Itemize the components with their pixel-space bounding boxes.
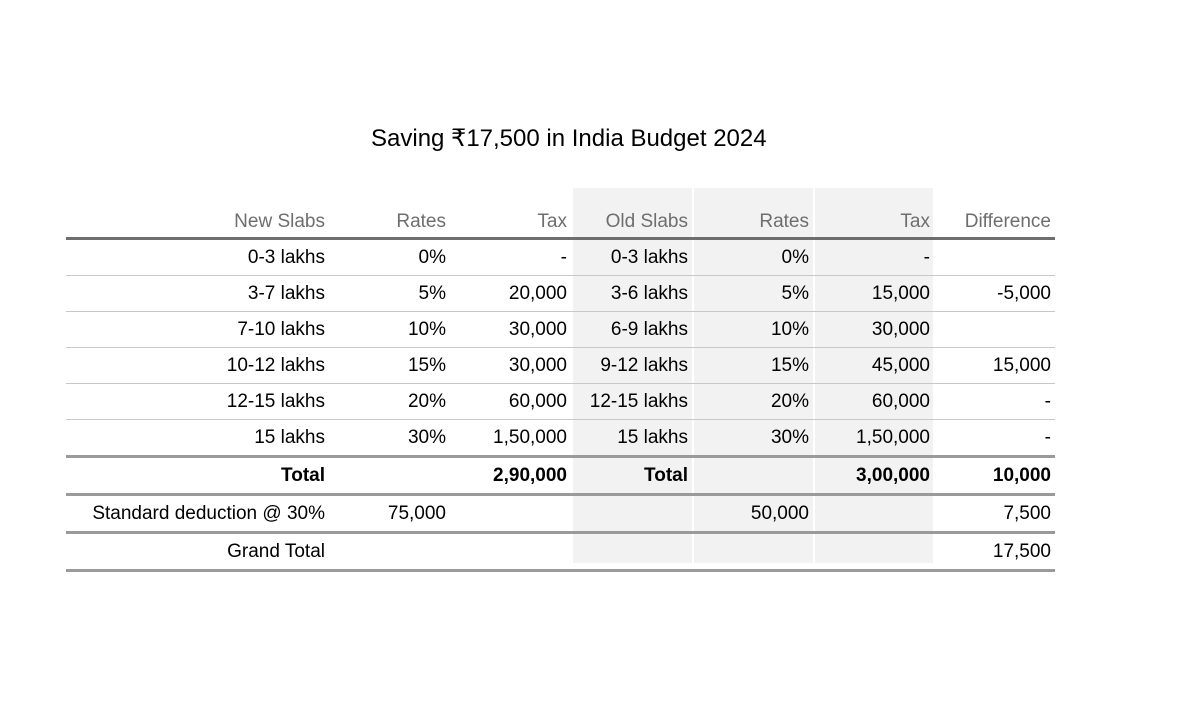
total-row: Total 2,90,000 Total 3,00,000 10,000 <box>66 456 1055 496</box>
cell-new-rate: 30% <box>329 419 450 458</box>
table-row: 15 lakhs 30% 1,50,000 15 lakhs 30% 1,50,… <box>66 419 1055 458</box>
table-title: Saving ₹17,500 in India Budget 2024 <box>371 125 767 152</box>
cell-old-slab: 3-6 lakhs <box>571 275 692 312</box>
cell-new-slab: 0-3 lakhs <box>66 238 329 276</box>
standard-deduction-empty-3 <box>813 494 934 534</box>
total-rate-new <box>329 456 450 496</box>
grand-total-empty-2 <box>450 532 571 572</box>
cell-old-tax: 60,000 <box>813 383 934 420</box>
cell-new-rate: 0% <box>329 238 450 276</box>
cell-old-slab: 15 lakhs <box>571 419 692 458</box>
header-new-tax: Tax <box>450 199 571 240</box>
cell-old-tax: - <box>813 238 934 276</box>
cell-difference: - <box>934 383 1055 420</box>
cell-new-tax: 30,000 <box>450 347 571 384</box>
cell-old-rate: 5% <box>692 275 813 312</box>
grand-total-empty-1 <box>329 532 450 572</box>
cell-old-tax: 15,000 <box>813 275 934 312</box>
cell-difference: -5,000 <box>934 275 1055 312</box>
header-old-tax: Tax <box>813 199 934 240</box>
standard-deduction-difference: 7,500 <box>934 494 1055 534</box>
cell-old-slab: 9-12 lakhs <box>571 347 692 384</box>
cell-old-slab: 6-9 lakhs <box>571 311 692 348</box>
header-new-slabs: New Slabs <box>66 199 329 240</box>
total-label-new: Total <box>66 456 329 496</box>
header-old-slabs: Old Slabs <box>571 199 692 240</box>
cell-old-tax: 30,000 <box>813 311 934 348</box>
standard-deduction-label: Standard deduction @ 30% <box>66 494 329 534</box>
grand-total-row: Grand Total 17,500 <box>66 532 1055 572</box>
standard-deduction-row: Standard deduction @ 30% 75,000 50,000 7… <box>66 494 1055 534</box>
table-row: 12-15 lakhs 20% 60,000 12-15 lakhs 20% 6… <box>66 383 1055 420</box>
standard-deduction-new: 75,000 <box>329 494 450 534</box>
grand-total-empty-3 <box>571 532 692 572</box>
header-row: New Slabs Rates Tax Old Slabs Rates Tax … <box>66 199 1055 240</box>
table-row: 10-12 lakhs 15% 30,000 9-12 lakhs 15% 45… <box>66 347 1055 384</box>
cell-new-slab: 3-7 lakhs <box>66 275 329 312</box>
cell-new-tax: 30,000 <box>450 311 571 348</box>
cell-new-slab: 10-12 lakhs <box>66 347 329 384</box>
cell-new-tax: - <box>450 238 571 276</box>
cell-new-slab: 12-15 lakhs <box>66 383 329 420</box>
cell-new-rate: 15% <box>329 347 450 384</box>
cell-new-rate: 10% <box>329 311 450 348</box>
cell-old-rate: 0% <box>692 238 813 276</box>
cell-new-tax: 60,000 <box>450 383 571 420</box>
cell-old-rate: 30% <box>692 419 813 458</box>
total-label-old: Total <box>571 456 692 496</box>
grand-total-label: Grand Total <box>66 532 329 572</box>
total-difference: 10,000 <box>934 456 1055 496</box>
cell-difference <box>934 311 1055 348</box>
cell-new-rate: 20% <box>329 383 450 420</box>
grand-total-value: 17,500 <box>934 532 1055 572</box>
cell-difference: 15,000 <box>934 347 1055 384</box>
standard-deduction-empty-2 <box>571 494 692 534</box>
total-tax-new: 2,90,000 <box>450 456 571 496</box>
header-difference: Difference <box>934 199 1055 240</box>
cell-old-rate: 15% <box>692 347 813 384</box>
cell-difference: - <box>934 419 1055 458</box>
cell-new-tax: 1,50,000 <box>450 419 571 458</box>
cell-old-tax: 1,50,000 <box>813 419 934 458</box>
cell-new-slab: 15 lakhs <box>66 419 329 458</box>
table-row: 7-10 lakhs 10% 30,000 6-9 lakhs 10% 30,0… <box>66 311 1055 348</box>
cell-new-tax: 20,000 <box>450 275 571 312</box>
cell-difference <box>934 238 1055 276</box>
tax-comparison-table: New Slabs Rates Tax Old Slabs Rates Tax … <box>66 199 1055 572</box>
header-old-rates: Rates <box>692 199 813 240</box>
table-row: 0-3 lakhs 0% - 0-3 lakhs 0% - <box>66 238 1055 276</box>
cell-old-slab: 0-3 lakhs <box>571 238 692 276</box>
total-rate-old <box>692 456 813 496</box>
standard-deduction-old: 50,000 <box>692 494 813 534</box>
total-tax-old: 3,00,000 <box>813 456 934 496</box>
cell-old-rate: 10% <box>692 311 813 348</box>
standard-deduction-empty-1 <box>450 494 571 534</box>
cell-old-slab: 12-15 lakhs <box>571 383 692 420</box>
cell-new-slab: 7-10 lakhs <box>66 311 329 348</box>
cell-new-rate: 5% <box>329 275 450 312</box>
cell-old-rate: 20% <box>692 383 813 420</box>
cell-old-tax: 45,000 <box>813 347 934 384</box>
grand-total-empty-5 <box>813 532 934 572</box>
table-row: 3-7 lakhs 5% 20,000 3-6 lakhs 5% 15,000 … <box>66 275 1055 312</box>
header-new-rates: Rates <box>329 199 450 240</box>
grand-total-empty-4 <box>692 532 813 572</box>
